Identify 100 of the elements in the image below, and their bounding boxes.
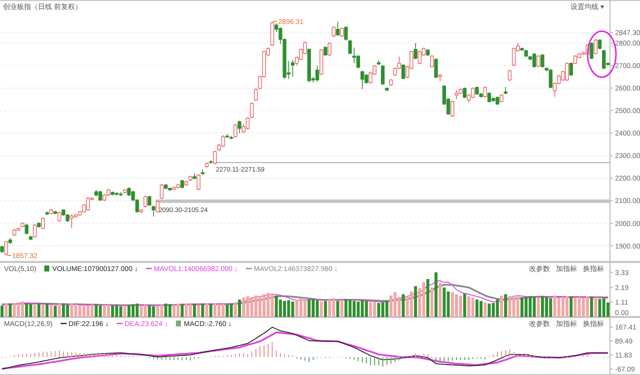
candlestick [32,224,37,238]
candlestick [270,20,274,46]
bar [50,304,53,317]
bar [58,304,61,317]
candlestick [328,42,332,56]
bar [438,282,442,317]
bar [446,292,450,317]
bar [536,298,540,317]
candlestick [590,42,594,60]
bar [508,296,512,317]
bar [33,304,36,317]
bar [278,300,282,317]
bar [369,302,372,317]
bar [450,292,454,317]
bar [90,304,94,317]
bar [316,300,319,317]
bar [136,304,139,317]
bar [156,306,160,317]
candlestick [548,68,552,89]
bar [123,306,126,317]
bar [364,300,368,317]
bar [250,296,254,317]
bar [390,296,392,317]
bar [82,304,86,317]
bar [459,296,462,317]
bar [42,304,44,317]
candlestick [340,27,344,38]
candlestick [356,54,360,69]
candlestick [344,26,348,41]
candlestick [598,38,602,50]
candlestick [573,54,578,65]
bar [115,304,118,317]
bar [283,300,286,317]
bar [246,296,250,317]
bar [566,296,568,317]
candlestick [148,195,152,206]
bar [356,302,360,317]
candlestick [508,69,512,82]
bar [594,298,598,317]
bar [4,304,8,317]
bar [144,304,147,317]
bar [213,304,216,317]
bar [373,302,376,317]
bar [70,304,74,317]
candlestick [324,46,328,56]
bar [25,304,28,317]
bar [266,292,270,317]
bar [37,304,40,317]
bar [304,300,306,317]
bar [254,296,258,317]
candlestick [4,240,8,256]
bar [484,302,487,317]
bar [152,306,155,317]
candlestick [234,124,238,138]
candlestick [360,70,364,90]
candlestick [254,88,258,102]
bar [344,298,348,317]
candlestick [401,64,406,80]
bar [590,296,594,317]
bar [582,298,585,317]
candlestick [213,150,217,165]
bar [21,302,24,317]
candlestick [24,223,28,235]
candlestick [290,60,295,78]
bar [274,296,278,317]
bar [320,302,323,317]
bar [332,298,336,317]
candlestick [332,26,336,38]
bar [480,300,483,317]
candlestick [602,49,606,70]
candlestick [315,65,320,82]
bar [602,298,606,317]
bar [394,292,397,317]
bar [348,300,352,317]
bar [234,302,237,317]
bar [504,294,508,317]
bar [291,302,294,317]
candlestick [450,100,454,118]
bar [463,294,466,317]
candlestick [483,86,487,98]
bar [549,298,552,317]
bar [12,302,16,317]
candlestick [594,38,598,55]
bar [164,304,168,317]
bar [222,304,225,317]
bar [528,296,532,317]
bar [414,286,418,317]
bar [312,298,315,317]
bar [46,304,49,317]
bar [148,306,151,317]
bar [360,300,364,317]
bar [242,298,246,317]
bar [230,304,233,317]
bar [540,296,544,317]
bar [94,304,98,317]
candlestick [380,64,385,86]
candlestick [152,205,156,217]
bar [78,306,82,317]
bar [160,304,164,317]
bar [442,287,446,317]
